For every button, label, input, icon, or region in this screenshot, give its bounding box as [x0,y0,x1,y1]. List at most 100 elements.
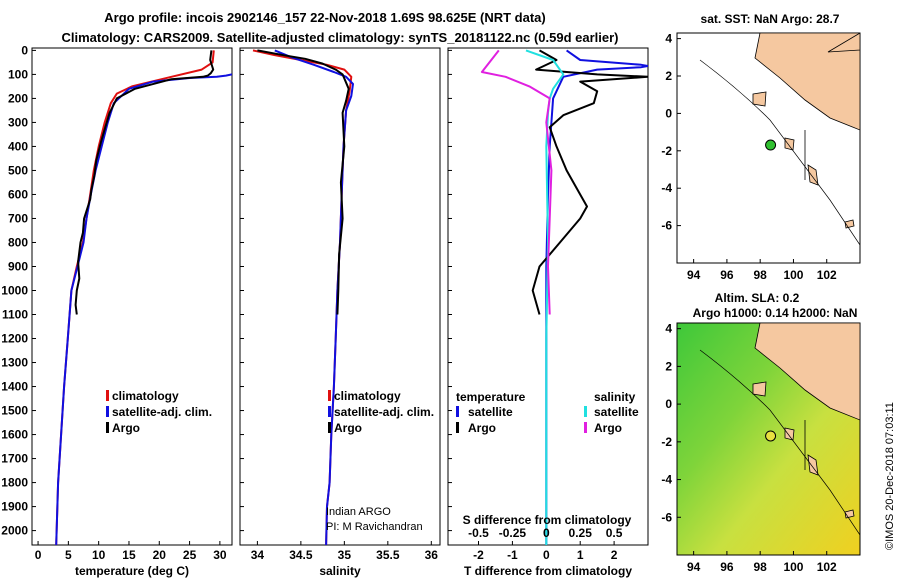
depth-tick-label: 2000 [1,524,28,538]
series-group [480,49,648,545]
argo-position-marker [765,139,777,151]
salinity-panel: 34 34.5 35 35.5 36 salinity [239,47,441,578]
x-axis-label: T difference from climatology [464,564,632,578]
legend-label-satellite: satellite-adj. clim. [334,405,434,419]
lat-tick-label: -6 [661,219,672,233]
lon-tick-label: 102 [817,560,837,574]
lon-tick-label: 96 [720,560,734,574]
island-nias [752,91,767,107]
s-diff-tick-label: 0.25 [569,526,593,540]
depth-tick-label: 800 [8,235,28,249]
x-tick-label: 0 [543,548,550,562]
legend-swatch-argo [328,422,331,433]
x-tick-label: 30 [213,548,227,562]
depth-tick-label: 1000 [1,283,28,297]
legend-label-climatology: climatology [112,389,179,403]
difference-panel: -2 -1 0 1 2 T difference from climatology [447,47,649,578]
lon-tick-label: 94 [687,268,701,282]
s-diff-tick-label: -0.25 [499,526,527,540]
series-line-argo [257,49,350,315]
sumatra-landmass [754,323,860,421]
legend-label-climatology: climatology [334,389,401,403]
plot-frame [239,47,441,546]
lat-tick-label: -6 [661,510,672,524]
x-tick-label: -2 [473,548,484,562]
x-tick-label: 34.5 [289,548,313,562]
island-nias [752,381,767,397]
s-diff-tick-label: 0 [543,526,550,540]
legend-header-temperature: temperature [456,390,526,404]
lon-tick-label: 98 [754,560,768,574]
plot-frame [447,47,649,546]
difference-legend: temperature satellite Argo salinity sate… [456,390,639,435]
x-tick-label: 20 [153,548,167,562]
series-line-t-argo [531,49,648,315]
series-group [252,49,354,545]
lat-tick-label: 4 [665,322,672,336]
depth-tick-label: 1100 [2,308,28,322]
sla-map-axes: 94 96 98 100 102 4 2 0 -2 -4 -6 [661,322,837,574]
lon-tick-label: 98 [754,268,768,282]
x-tick-label: 10 [92,548,106,562]
x-tick-label: 1 [577,548,584,562]
island-pagai [807,454,819,476]
island-siberut [784,137,795,151]
depth-tick-label: 1300 [1,356,28,370]
x-tick-label: 2 [611,548,618,562]
lat-tick-label: 4 [665,32,672,46]
depth-tick-label: 1800 [1,476,28,490]
x-tick-label: 35.5 [376,548,400,562]
legend-swatch-climatology [328,390,331,401]
series-group [55,50,232,545]
figure-title-line2: Climatology: CARS2009. Satellite-adjuste… [61,30,618,45]
x-tick-label: 36 [425,548,439,562]
depth-tick-label: 0 [21,43,28,57]
depth-tick-label: 900 [8,259,28,273]
sla-map [676,322,861,556]
lat-tick-label: -2 [661,144,672,158]
legend-swatch-satellite [106,406,109,417]
legend-swatch-s-satellite [584,406,587,417]
x-axis-label: salinity [319,564,361,578]
x-tick-label: 35 [338,548,352,562]
temperature-legend: climatology satellite-adj. clim. Argo [106,389,212,435]
x-tick-label: 25 [183,548,197,562]
s-difference-ticks: -0.5 -0.25 0 0.25 0.5 [468,526,623,540]
sla-map-title: Altim. SLA: 0.2 [715,291,800,305]
depth-tick-label: 500 [8,163,28,177]
temperature-panel: 0 5 10 15 20 25 30 temperature (deg C) [31,47,233,578]
sla-map-subtitle: Argo h1000: 0.14 h2000: NaN [693,306,858,320]
island-pagai [807,164,819,186]
figure-title-line1: Argo profile: incois 2902146_157 22-Nov-… [104,10,545,25]
attribution-line1: Indian ARGO [326,506,391,518]
lat-tick-label: 2 [665,69,672,83]
legend-label-argo: Argo [112,421,140,435]
lon-tick-label: 100 [783,268,803,282]
series-line-argo [74,50,215,315]
legend-swatch-climatology [106,390,109,401]
imos-credit: ©IMOS 20-Dec-2018 07:03:11 [884,402,896,550]
sst-map [676,32,861,264]
lat-tick-label: 0 [665,397,672,411]
lat-tick-label: -4 [661,473,672,487]
x-tick-label: -1 [507,548,518,562]
lon-tick-label: 100 [783,560,803,574]
s-diff-tick-label: 0.5 [606,526,623,540]
series-line-t-satellite [545,49,648,545]
legend-label-argo: Argo [334,421,362,435]
legend-header-salinity: salinity [594,390,636,404]
depth-tick-label: 100 [8,67,28,81]
depth-tick-label: 200 [8,91,28,105]
attribution-line2: PI: M Ravichandran [326,521,423,533]
x-axis-label: temperature (deg C) [75,564,189,578]
depth-tick-label: 1600 [1,428,28,442]
depth-tick-label: 400 [8,139,28,153]
lat-tick-label: -4 [661,181,672,195]
depth-tick-label: 1200 [1,332,28,346]
depth-tick-label: 600 [8,187,28,201]
argo-position-marker [765,430,777,442]
x-tick-label: 5 [65,548,72,562]
isobath-contour [699,349,860,536]
island-siberut [784,427,795,441]
depth-tick-label: 700 [8,211,28,225]
